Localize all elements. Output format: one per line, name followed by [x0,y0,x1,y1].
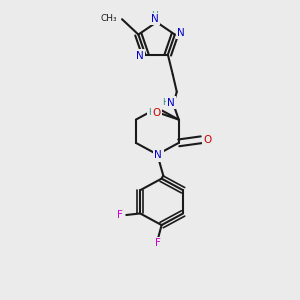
Text: N: N [167,98,175,108]
Text: O: O [153,108,161,118]
Text: H: H [148,108,155,117]
Text: O: O [203,135,211,145]
Text: N: N [177,28,184,38]
Text: F: F [155,238,161,248]
Text: N: N [154,150,162,161]
Text: F: F [117,210,123,220]
Text: H: H [162,98,169,107]
Text: N: N [136,50,143,61]
Text: H: H [152,11,158,20]
Text: CH₃: CH₃ [100,14,117,23]
Text: N: N [151,14,159,24]
